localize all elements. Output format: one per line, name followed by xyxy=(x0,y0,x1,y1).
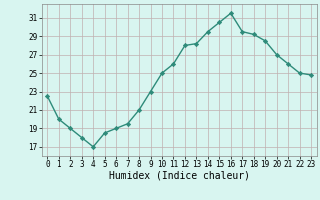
X-axis label: Humidex (Indice chaleur): Humidex (Indice chaleur) xyxy=(109,171,250,181)
